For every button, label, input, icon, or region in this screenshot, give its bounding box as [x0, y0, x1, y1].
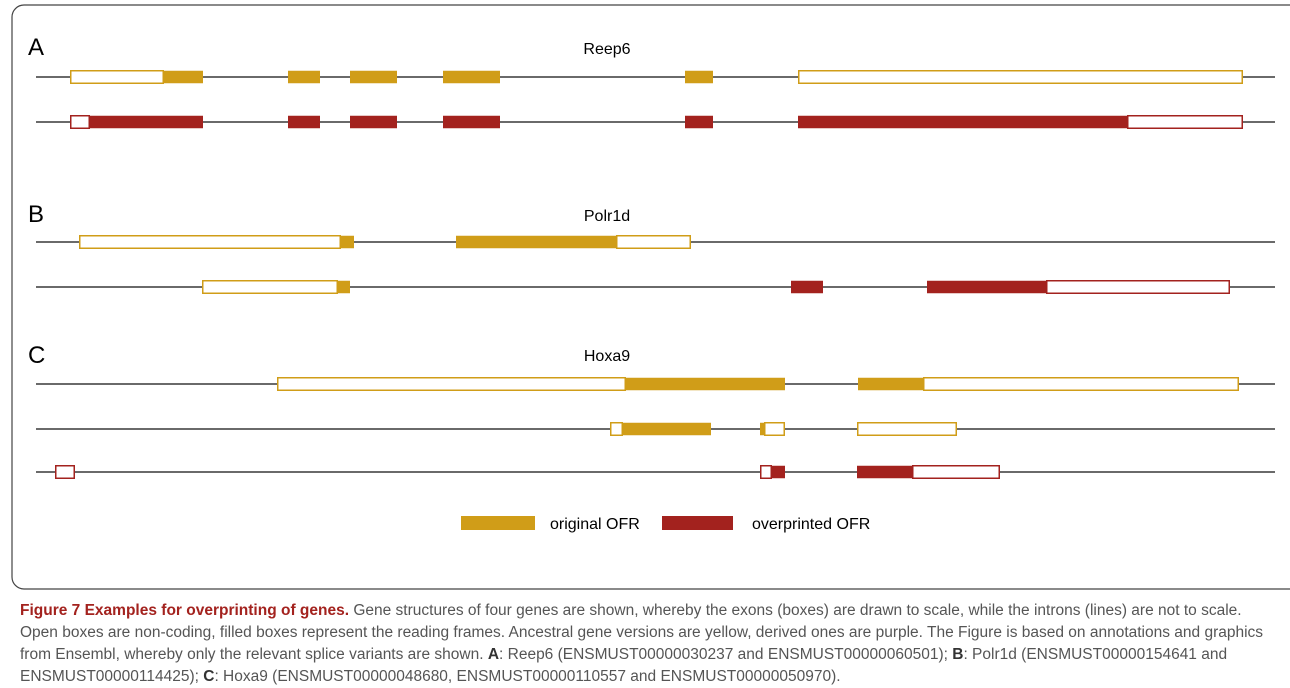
panel-letter: B — [28, 201, 44, 228]
gene-name: Polr1d — [584, 208, 630, 225]
noncoding-exon — [610, 422, 623, 436]
coding-exon — [857, 465, 912, 479]
noncoding-exon — [798, 70, 1243, 84]
coding-exon — [288, 70, 320, 84]
noncoding-exon — [79, 235, 341, 249]
caption-key: A — [487, 646, 500, 663]
coding-exon — [791, 280, 823, 294]
legend-label: overprinted OFR — [752, 516, 870, 533]
noncoding-exon — [1127, 115, 1243, 129]
panel-letter: A — [28, 34, 44, 61]
coding-exon — [858, 377, 923, 391]
caption-text: : Hoxa9 (ENSMUST00000048680, ENSMUST0000… — [214, 668, 841, 685]
noncoding-exon — [760, 465, 772, 479]
coding-exon — [685, 70, 713, 84]
coding-exon — [350, 70, 397, 84]
coding-exon — [623, 422, 711, 436]
coding-exon — [443, 115, 500, 129]
legend-swatch — [662, 516, 733, 530]
noncoding-exon — [923, 377, 1239, 391]
caption-text: : Reep6 (ENSMUST00000030237 and ENSMUST0… — [499, 646, 953, 663]
coding-exon — [350, 115, 397, 129]
noncoding-exon — [70, 70, 164, 84]
figure: A Reep6 B Polr1d C Hoxa9 original OFR ov… — [11, 4, 1290, 590]
noncoding-exon — [55, 465, 75, 479]
noncoding-exon — [1046, 280, 1230, 294]
noncoding-exon — [70, 115, 90, 129]
coding-exon — [456, 235, 616, 249]
coding-exon — [90, 115, 203, 129]
caption: Figure 7 Examples for overprinting of ge… — [20, 600, 1280, 688]
caption-title: Figure 7 Examples for overprinting of ge… — [20, 602, 350, 619]
coding-exon — [341, 235, 354, 249]
gene-name: Hoxa9 — [584, 348, 630, 365]
noncoding-exon — [857, 422, 957, 436]
coding-exon — [164, 70, 203, 84]
coding-exon — [927, 280, 1046, 294]
gene-name: Reep6 — [583, 41, 630, 58]
noncoding-exon — [202, 280, 338, 294]
coding-exon — [685, 115, 713, 129]
noncoding-exon — [912, 465, 1000, 479]
coding-exon — [288, 115, 320, 129]
legend-swatch — [461, 516, 535, 530]
coding-exon — [338, 280, 350, 294]
coding-exon — [772, 465, 785, 479]
coding-exon — [443, 70, 500, 84]
caption-key: C — [203, 668, 215, 685]
caption-text: : Polr1d (ENSMUST00000154641 and ENSMUST… — [20, 646, 1228, 685]
frame — [11, 4, 1290, 590]
noncoding-exon — [616, 235, 691, 249]
coding-exon — [626, 377, 785, 391]
coding-exon — [760, 422, 764, 436]
panel-letter: C — [28, 342, 45, 369]
legend-label: original OFR — [550, 516, 640, 533]
caption-text: Gene structures of four genes are shown,… — [20, 602, 1264, 663]
caption-key: B — [952, 646, 964, 663]
coding-exon — [798, 115, 1127, 129]
noncoding-exon — [764, 422, 785, 436]
noncoding-exon — [277, 377, 626, 391]
